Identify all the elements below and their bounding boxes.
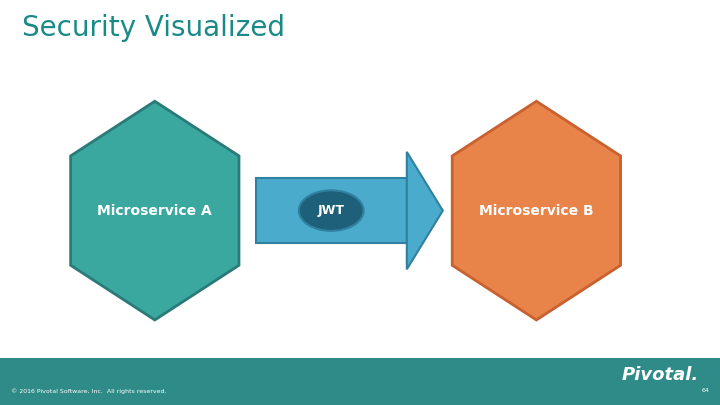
Text: Microservice A: Microservice A <box>97 204 212 217</box>
Polygon shape <box>452 101 621 320</box>
Bar <box>0 358 720 405</box>
Text: JWT: JWT <box>318 204 345 217</box>
Ellipse shape <box>299 190 364 231</box>
Text: Microservice B: Microservice B <box>479 204 594 217</box>
Bar <box>256 178 407 243</box>
Text: © 2016 Pivotal Software, Inc.  All rights reserved.: © 2016 Pivotal Software, Inc. All rights… <box>11 388 166 394</box>
Polygon shape <box>407 152 443 269</box>
Polygon shape <box>71 101 239 320</box>
Text: Security Visualized: Security Visualized <box>22 14 284 43</box>
Text: 64: 64 <box>701 388 709 393</box>
Text: Pivotal.: Pivotal. <box>621 367 698 384</box>
